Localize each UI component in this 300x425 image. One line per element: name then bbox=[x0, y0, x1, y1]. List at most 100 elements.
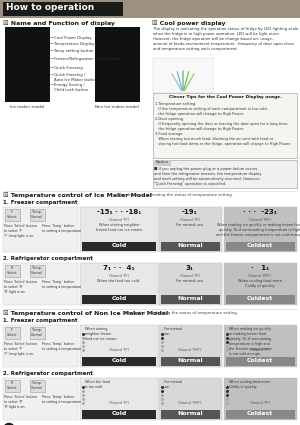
Bar bbox=[5, 209, 20, 221]
Text: 2. Refrigerator compartment: 2. Refrigerator compartment bbox=[3, 256, 93, 261]
Bar bbox=[30, 209, 45, 221]
Text: (Sound 'PiPi'): (Sound 'PiPi') bbox=[178, 348, 202, 352]
Text: Coldest: Coldest bbox=[247, 296, 273, 301]
Text: Temp setting button: Temp setting button bbox=[54, 49, 94, 53]
Bar bbox=[3, 325, 78, 367]
Bar bbox=[226, 295, 295, 304]
Text: ☒ Name and Function of display: ☒ Name and Function of display bbox=[3, 20, 115, 26]
Bar bbox=[82, 410, 156, 419]
Text: · · ·  -23₁: · · · -23₁ bbox=[243, 209, 277, 215]
Text: Normal: Normal bbox=[177, 411, 203, 416]
Text: Temp.
Control: Temp. Control bbox=[31, 328, 43, 337]
Bar bbox=[5, 27, 50, 102]
Text: (Sound 'Pi'): (Sound 'Pi') bbox=[250, 401, 270, 405]
Text: Press 'Temp.' button
to setting a temperature: Press 'Temp.' button to setting a temper… bbox=[42, 280, 81, 289]
Text: Temp.
Control: Temp. Control bbox=[31, 210, 43, 219]
Text: (Sound 'Pi'): (Sound 'Pi') bbox=[180, 218, 200, 222]
Bar bbox=[161, 410, 220, 419]
Text: Notice: Notice bbox=[155, 160, 169, 164]
Text: Freezer/Refrigerator select button: Freezer/Refrigerator select button bbox=[54, 57, 120, 61]
Text: -15₁ · · -18₁: -15₁ · · -18₁ bbox=[97, 209, 141, 215]
Text: Quick Freezing: Quick Freezing bbox=[54, 66, 83, 70]
Bar bbox=[159, 207, 222, 252]
Bar bbox=[161, 295, 220, 304]
Text: 2. Refrigerator compartment: 2. Refrigerator compartment bbox=[3, 371, 93, 376]
Text: Press 'Select' button
to select 'R'
'R' light is on.: Press 'Select' button to select 'R' 'R' … bbox=[4, 395, 37, 409]
Bar bbox=[3, 2, 123, 16]
Text: Temp.
Control: Temp. Control bbox=[31, 381, 43, 390]
Bar bbox=[226, 242, 295, 251]
Text: Temperature Display: Temperature Display bbox=[54, 42, 94, 46]
Text: (Sound 'PiPi'): (Sound 'PiPi') bbox=[178, 401, 202, 405]
Text: Cold: Cold bbox=[111, 296, 127, 301]
Bar bbox=[153, 160, 297, 188]
Text: Press 'Temp.' button
to setting a temperature: Press 'Temp.' button to setting a temper… bbox=[42, 224, 81, 233]
Bar bbox=[82, 295, 156, 304]
Bar bbox=[3, 378, 78, 420]
Text: Quick Freezing /
Auto Ice Maker button: Quick Freezing / Auto Ice Maker button bbox=[54, 73, 98, 82]
Text: Ice maker model: Ice maker model bbox=[10, 105, 44, 109]
Text: When storing
neighbor frozen
food nor ice cream.: When storing neighbor frozen food nor ic… bbox=[85, 327, 118, 341]
Circle shape bbox=[4, 423, 14, 425]
Bar bbox=[224, 263, 297, 305]
Text: Normal: Normal bbox=[177, 243, 203, 248]
Text: Coldest: Coldest bbox=[247, 243, 273, 248]
Text: Coldest: Coldest bbox=[247, 358, 273, 363]
Bar bbox=[159, 263, 222, 305]
Text: When cooling food more.
Coldly of quickly.: When cooling food more. Coldly of quickl… bbox=[229, 380, 271, 389]
Bar bbox=[30, 380, 45, 392]
Text: The display is indicating the status of temperature setting.: The display is indicating the status of … bbox=[118, 193, 233, 197]
Text: ☒ Temperature control of Ice Maker Model: ☒ Temperature control of Ice Maker Model bbox=[3, 192, 152, 198]
Text: Normal: Normal bbox=[177, 358, 203, 363]
Text: For normal use.: For normal use. bbox=[176, 223, 204, 227]
Bar bbox=[159, 325, 222, 367]
Bar bbox=[153, 160, 171, 166]
Text: Press 'Select' button
to select 'F'
'F' lamp light is on.: Press 'Select' button to select 'F' 'F' … bbox=[4, 342, 37, 356]
Text: The display is indicating the status of temperature setting.: The display is indicating the status of … bbox=[123, 311, 238, 315]
Text: The display is indicating the operation status of fridge by LED lighting scale.
: The display is indicating the operation … bbox=[153, 27, 299, 51]
Text: ·   1₁: · 1₁ bbox=[251, 265, 269, 271]
Text: Press 'Select' button
to select 'R'
'R' light is on.: Press 'Select' button to select 'R' 'R' … bbox=[4, 280, 37, 294]
Text: When making ice quickly or making frozen food
quickly. Or,if surrounding tempera: When making ice quickly or making frozen… bbox=[216, 223, 300, 237]
Text: Cold: Cold bbox=[111, 411, 127, 416]
Bar bbox=[30, 327, 45, 339]
Bar bbox=[80, 325, 158, 367]
Text: Cold: Cold bbox=[111, 243, 127, 248]
Bar bbox=[30, 265, 45, 277]
Text: F
Select: F Select bbox=[7, 210, 17, 219]
Bar bbox=[3, 207, 78, 252]
Text: Coldest: Coldest bbox=[247, 411, 273, 416]
Bar bbox=[80, 207, 158, 252]
Bar bbox=[161, 357, 220, 366]
Bar bbox=[226, 357, 295, 366]
Text: ■ If you unplug the power plug or a power failure occurs
and then the refrigerat: ■ If you unplug the power plug or a powe… bbox=[154, 167, 261, 186]
Text: -19₁: -19₁ bbox=[182, 209, 198, 215]
Text: Non Ice maker model: Non Ice maker model bbox=[95, 105, 139, 109]
Text: For normal use.: For normal use. bbox=[176, 279, 204, 283]
Text: When cooling food more.
Coldly of quickly.: When cooling food more. Coldly of quickl… bbox=[238, 279, 282, 288]
Bar bbox=[224, 325, 297, 367]
Text: Normal: Normal bbox=[177, 296, 203, 301]
Bar bbox=[224, 207, 297, 252]
Bar bbox=[80, 263, 158, 305]
Text: Press 'Temp.' button
to setting a temperature: Press 'Temp.' button to setting a temper… bbox=[42, 342, 81, 351]
Text: ☒ Cool power display: ☒ Cool power display bbox=[152, 20, 226, 26]
Text: 3₁: 3₁ bbox=[186, 265, 194, 271]
Bar bbox=[80, 378, 158, 420]
Text: (Sound 'Pi'): (Sound 'Pi') bbox=[109, 348, 129, 352]
Text: 1.Temperature setting
   If the temperature setting of each compartment is too c: 1.Temperature setting If the temperature… bbox=[155, 102, 291, 146]
Text: Energy Saving /
Child Lock button: Energy Saving / Child Lock button bbox=[54, 83, 88, 92]
Text: Cool Power Display: Cool Power Display bbox=[54, 36, 92, 40]
Bar bbox=[161, 242, 220, 251]
Text: 1. Freezer compartment: 1. Freezer compartment bbox=[3, 318, 78, 323]
Bar bbox=[159, 378, 222, 420]
Bar bbox=[153, 58, 213, 93]
Text: (Sound 'Pi'): (Sound 'Pi') bbox=[109, 218, 129, 222]
Text: Cold: Cold bbox=[111, 358, 127, 363]
Text: ☒ Temperature control of Non Ice Maker Model: ☒ Temperature control of Non Ice Maker M… bbox=[3, 310, 168, 316]
Bar bbox=[224, 378, 297, 420]
Text: For normal
use.: For normal use. bbox=[164, 327, 182, 336]
Text: How to operation: How to operation bbox=[6, 3, 94, 12]
Text: Clever Tips for the Cool Power Display usage.: Clever Tips for the Cool Power Display u… bbox=[169, 95, 281, 99]
Text: 1. Freezer compartment: 1. Freezer compartment bbox=[3, 200, 78, 205]
